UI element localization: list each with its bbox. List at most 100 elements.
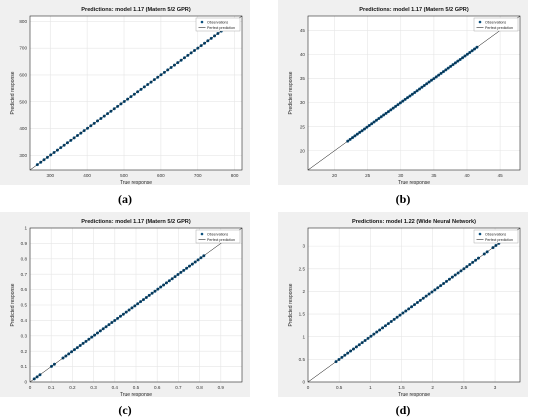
y-tick-label: 0.9 [21,241,28,246]
x-axis-label: True response [398,392,430,397]
y-tick-label: 25 [300,124,306,129]
x-tick-label: 30 [398,173,404,178]
x-tick-label: 1.5 [398,385,405,390]
x-tick-label: 0.2 [69,385,76,390]
perfect-prediction-line [307,15,521,171]
y-tick-label: 0.4 [21,318,28,323]
x-tick-label: 40 [464,173,470,178]
x-tick-label: 0.4 [112,385,119,390]
y-tick-label: 800 [19,19,27,24]
x-tick-label: 0 [29,385,32,390]
x-tick-label: 400 [83,173,91,178]
x-tick-label: 500 [120,173,128,178]
x-tick-label: 600 [157,173,165,178]
y-tick-label: 0.5 [21,303,28,308]
x-axis-label: True response [120,392,152,397]
axes-box [29,15,243,171]
y-tick-label: 700 [19,46,27,51]
y-tick-label: 2.5 [299,266,306,271]
y-tick-label: 600 [19,73,27,78]
caption-d-text: (d) [395,403,411,417]
chart-title: Predictions: model 1.17 (Matern 5/2 GPR) [359,7,469,13]
x-tick-label: 0.5 [336,385,343,390]
y-axis-label: Predicted response [288,71,294,114]
figure-a: 300 400 500 600 700 800 300 400 500 600 700 800 Pred… [0,0,250,185]
caption-a: (a) [0,192,250,207]
chart-title: Predictions: model 1.17 (Matern 5/2 GPR) [81,7,191,13]
y-tick-label: 500 [19,99,27,104]
y-tick-label: 0.3 [21,333,28,338]
y-tick-label: 30 [300,100,306,105]
y-tick-label: 0.2 [21,349,28,354]
y-tick-label: 0.7 [21,272,28,277]
y-tick-label: 35 [300,76,306,81]
x-tick-label: 3 [494,385,497,390]
x-tick-label: 0.6 [154,385,161,390]
caption-b-text: (b) [395,192,411,206]
x-tick-label: 45 [498,173,504,178]
legend-perfect-prediction-label: Perfect prediction [485,26,513,30]
legend-perfect-prediction-label: Perfect prediction [207,26,235,30]
y-tick-label: 300 [19,153,27,158]
legend-observations-marker [200,20,204,24]
chart-d: 0 0.5 1 1.5 2 2.5 3 0 0.5 1 1.5 2 2.5 3 Predictions: m… [278,212,528,397]
legend-perfect-prediction-label: Perfect prediction [485,238,513,242]
y-tick-label: 3 [302,244,305,249]
legend-box [473,17,519,32]
perfect-prediction-line [307,227,521,383]
legend-observations-label: Observations [485,232,506,236]
y-axis-label: Predicted response [288,283,294,326]
caption-b: (b) [278,192,528,207]
y-axis-label: Predicted response [10,283,16,326]
y-tick-label: 0.1 [21,364,28,369]
axes-box [307,15,521,171]
legend-observations-marker [478,20,482,24]
x-tick-label: 0.8 [196,385,203,390]
chart-c: 0 0.1 0.2 0.3 0.4 0.5 0.6 0.7 0.8 0.9 0 0.1 0.2 0.3 0.… [0,212,250,397]
y-tick-label: 0.6 [21,287,28,292]
x-tick-label: 700 [194,173,202,178]
y-tick-label: 1 [24,226,27,231]
caption-c: (c) [0,403,250,418]
y-tick-label: 40 [300,52,306,57]
axes-box [29,227,243,383]
x-tick-label: 0.5 [133,385,140,390]
x-tick-label: 300 [46,173,54,178]
legend-observations-marker [478,232,482,236]
x-tick-label: 2 [431,385,434,390]
x-tick-label: 0.7 [175,385,182,390]
x-tick-label: 35 [431,173,437,178]
caption-d: (d) [278,403,528,418]
x-tick-label: 1 [369,385,372,390]
x-tick-label: 2.5 [461,385,468,390]
y-tick-label: 1.5 [299,312,306,317]
chart-b: 20 25 30 35 40 45 20 25 30 35 40 45 Predictions: mod… [278,0,528,185]
y-tick-label: 0 [302,380,305,385]
chart-a: 300 400 500 600 700 800 300 400 500 600 700 800 Pred… [0,0,250,185]
y-tick-label: 0.8 [21,256,28,261]
y-tick-label: 400 [19,126,27,131]
legend-box [195,229,241,244]
figure-d: 0 0.5 1 1.5 2 2.5 3 0 0.5 1 1.5 2 2.5 3 Predictions: m… [278,212,528,397]
y-tick-label: 20 [300,148,306,153]
x-tick-label: 800 [231,173,239,178]
caption-c-text: (c) [118,403,132,417]
x-axis-label: True response [120,180,152,185]
x-tick-label: 0 [307,385,310,390]
y-tick-label: 2 [302,289,305,294]
y-tick-label: 1 [302,334,305,339]
legend-observations-marker [200,232,204,236]
legend-perfect-prediction-label: Perfect prediction [207,238,235,242]
chart-title: Predictions: model 1.22 (Wide Neural Net… [352,219,476,225]
x-tick-label: 25 [365,173,371,178]
chart-title: Predictions: model 1.17 (Matern 5/2 GPR) [81,219,191,225]
legend-box [195,17,241,32]
x-axis-label: True response [398,180,430,185]
y-tick-label: 0.5 [299,357,306,362]
perfect-prediction-line [29,227,243,383]
perfect-prediction-line [29,15,243,171]
x-tick-label: 0.9 [218,385,225,390]
legend-observations-label: Observations [485,20,506,24]
y-axis-label: Predicted response [10,71,16,114]
x-tick-label: 20 [332,173,338,178]
